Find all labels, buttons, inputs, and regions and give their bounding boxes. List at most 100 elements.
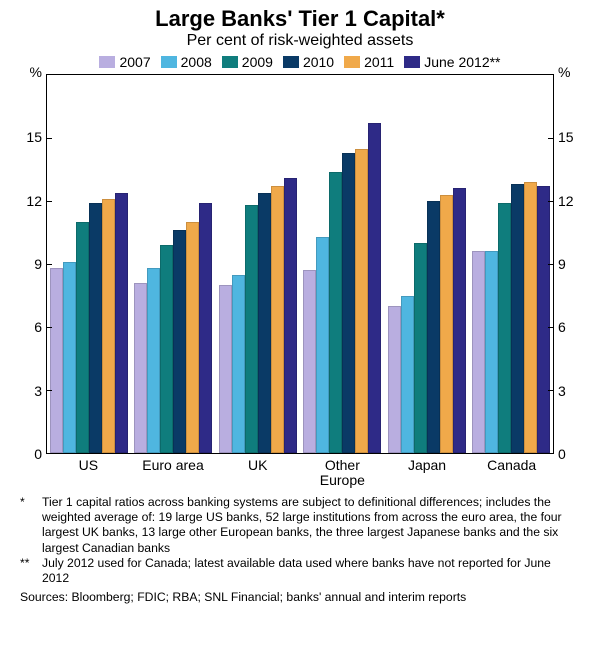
- tick-mark: [47, 390, 52, 391]
- y-tick-right: 0: [554, 446, 566, 462]
- y-tick-left: 12: [26, 193, 46, 209]
- bar: [147, 268, 160, 453]
- x-label: Canada: [469, 458, 554, 489]
- legend-item: 2010: [283, 54, 334, 70]
- bar: [76, 222, 89, 453]
- bar: [511, 184, 524, 453]
- bar: [199, 203, 212, 453]
- bar: [427, 201, 440, 453]
- bar: [453, 188, 466, 453]
- bar: [186, 222, 199, 453]
- bar: [316, 237, 329, 453]
- legend-swatch: [344, 56, 360, 68]
- footnote-marker: *: [20, 495, 42, 556]
- legend-label: 2007: [119, 54, 150, 70]
- sources-line: Sources: Bloomberg; FDIC; RBA; SNL Finan…: [20, 590, 580, 604]
- y-tick-right: 3: [554, 383, 566, 399]
- x-axis-labels: USEuro areaUKOtherEuropeJapanCanada: [46, 458, 554, 489]
- legend-item: 2007: [99, 54, 150, 70]
- legend-item: 2009: [222, 54, 273, 70]
- bar-group: [47, 75, 132, 453]
- tick-mark: [548, 390, 553, 391]
- legend-label: 2008: [181, 54, 212, 70]
- y-tick-left: 9: [34, 256, 46, 272]
- bar: [388, 306, 401, 453]
- legend-item: 2011: [344, 54, 394, 70]
- y-tick-right: 6: [554, 319, 566, 335]
- bar-group: [301, 75, 386, 453]
- plot-area: [46, 74, 554, 454]
- chart-container: Large Banks' Tier 1 Capital* Per cent of…: [0, 0, 600, 645]
- bar: [524, 182, 537, 453]
- bar: [115, 193, 128, 453]
- chart-title: Large Banks' Tier 1 Capital*: [0, 0, 600, 32]
- chart-area: % % 0033669912121515: [46, 74, 554, 454]
- tick-mark: [548, 201, 553, 202]
- x-label: OtherEurope: [300, 458, 385, 489]
- x-label: US: [46, 458, 131, 489]
- bar: [498, 203, 511, 453]
- bar: [472, 251, 485, 453]
- y-unit-left: %: [30, 64, 46, 80]
- bar-group: [132, 75, 217, 453]
- y-tick-left: 15: [26, 129, 46, 145]
- bar: [414, 243, 427, 453]
- tick-mark: [47, 138, 52, 139]
- bar: [342, 153, 355, 453]
- legend-swatch: [283, 56, 299, 68]
- bar-groups: [47, 75, 553, 453]
- chart-subtitle: Per cent of risk-weighted assets: [0, 32, 600, 50]
- x-label: Japan: [385, 458, 470, 489]
- bar: [485, 251, 498, 453]
- bar: [102, 199, 115, 453]
- footnote-text: July 2012 used for Canada; latest availa…: [42, 556, 580, 587]
- bar-group: [385, 75, 470, 453]
- tick-mark: [548, 327, 553, 328]
- bar: [245, 205, 258, 453]
- bar: [63, 262, 76, 453]
- legend-swatch: [222, 56, 238, 68]
- y-tick-left: 3: [34, 383, 46, 399]
- legend-label: June 2012**: [424, 54, 500, 70]
- bar: [258, 193, 271, 453]
- footnote-text: Tier 1 capital ratios across banking sys…: [42, 495, 580, 556]
- footnote-marker: **: [20, 556, 42, 587]
- legend-item: June 2012**: [404, 54, 500, 70]
- legend-swatch: [404, 56, 420, 68]
- bar: [537, 186, 550, 453]
- tick-mark: [47, 264, 52, 265]
- tick-mark: [47, 201, 52, 202]
- bar: [271, 186, 284, 453]
- x-label: Euro area: [131, 458, 216, 489]
- legend-label: 2011: [364, 54, 394, 70]
- y-tick-right: 9: [554, 256, 566, 272]
- bar: [50, 268, 63, 453]
- y-tick-left: 6: [34, 319, 46, 335]
- legend-swatch: [99, 56, 115, 68]
- tick-mark: [548, 138, 553, 139]
- bar: [401, 296, 414, 454]
- footnote: *Tier 1 capital ratios across banking sy…: [20, 495, 580, 556]
- bar: [355, 149, 368, 454]
- y-tick-left: 0: [34, 446, 46, 462]
- bar: [134, 283, 147, 453]
- y-tick-right: 12: [554, 193, 574, 209]
- y-tick-right: 15: [554, 129, 574, 145]
- bar: [232, 275, 245, 454]
- tick-mark: [47, 327, 52, 328]
- legend-label: 2009: [242, 54, 273, 70]
- bar: [329, 172, 342, 453]
- bar: [368, 123, 381, 453]
- y-unit-right: %: [554, 64, 570, 80]
- legend: 2007 2008 2009 2010 2011 June 2012**: [0, 54, 600, 70]
- bar: [284, 178, 297, 453]
- bar: [173, 230, 186, 453]
- bar: [303, 270, 316, 453]
- footnote: **July 2012 used for Canada; latest avai…: [20, 556, 580, 587]
- bar-group: [470, 75, 554, 453]
- legend-label: 2010: [303, 54, 334, 70]
- bar: [160, 245, 173, 453]
- footnotes: *Tier 1 capital ratios across banking sy…: [20, 495, 580, 587]
- bar: [440, 195, 453, 453]
- x-label: UK: [215, 458, 300, 489]
